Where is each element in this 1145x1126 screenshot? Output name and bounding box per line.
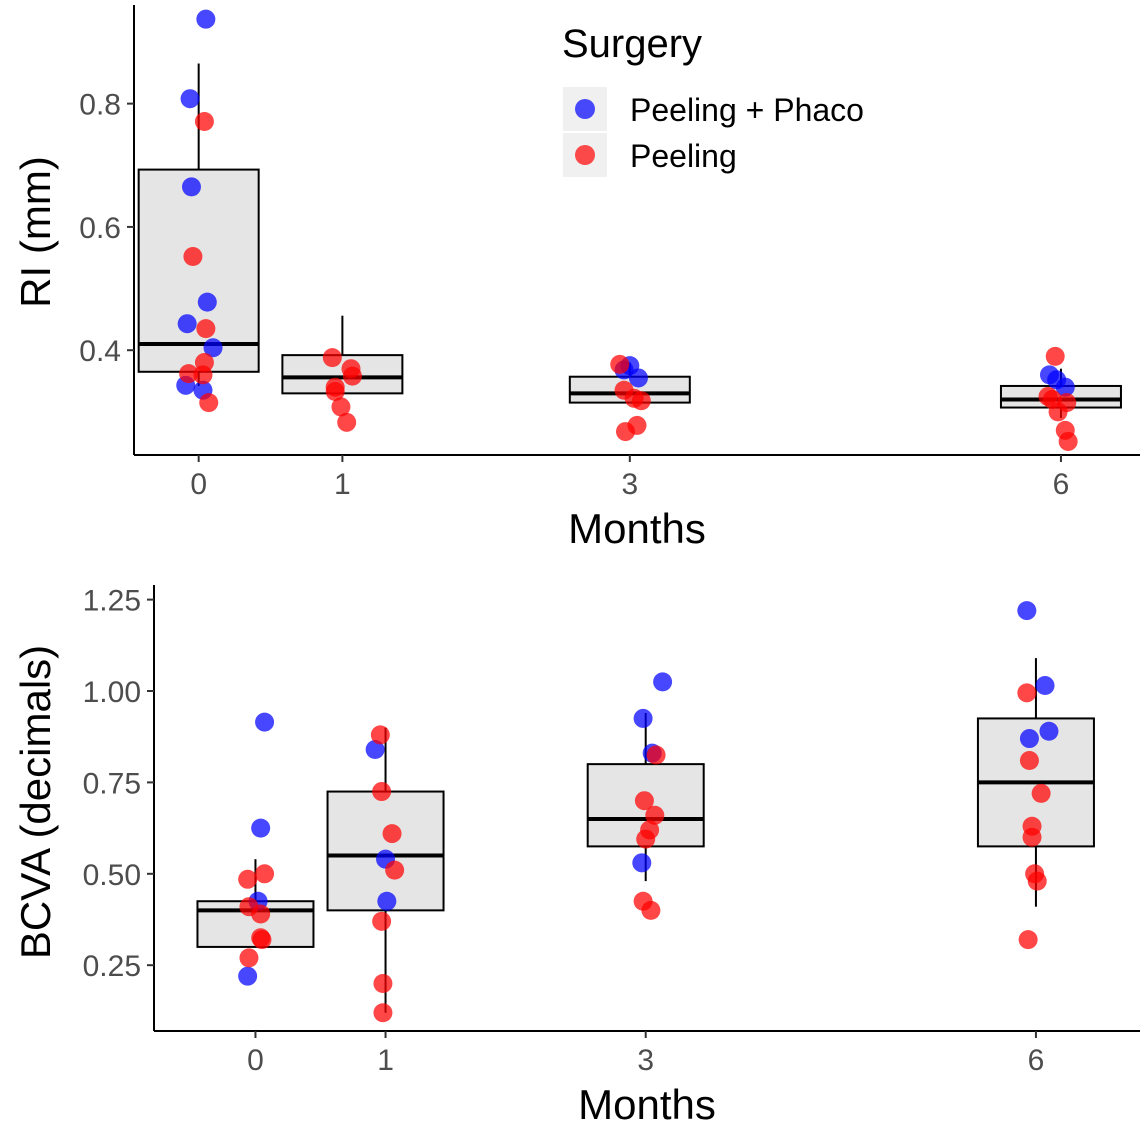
data-point-peeling-phaco	[632, 853, 652, 873]
data-point-peeling-phaco	[628, 368, 648, 388]
data-point-peeling	[322, 348, 342, 368]
box-iqr	[137, 168, 260, 373]
ri-boxplot-panel: 0 1 3 6 0.4 0.6 0.8 Months RI (mm)	[12, 5, 1140, 552]
data-point-peeling	[385, 860, 405, 880]
data-point-peeling-phaco	[197, 292, 217, 312]
data-point-peeling	[1019, 750, 1039, 770]
data-point-peeling-phaco	[365, 740, 385, 760]
data-point-peeling-phaco	[203, 338, 223, 358]
data-point-peeling	[325, 382, 345, 402]
data-point-peeling	[199, 393, 219, 413]
data-point-peeling-phaco	[177, 314, 197, 334]
y-tick-label: 0.50	[83, 859, 141, 892]
data-point-peeling-phaco	[377, 891, 397, 911]
legend: Surgery Peeling + Phaco Peeling	[562, 22, 864, 177]
x-tick-label: 3	[637, 1044, 654, 1077]
data-point-peeling	[342, 366, 362, 386]
data-point-peeling-phaco	[255, 712, 275, 732]
y-tick-label: 1.25	[83, 585, 141, 618]
data-point-peeling-phaco	[251, 818, 271, 838]
axes-group: 0 1 3 6 0.4 0.6 0.8	[79, 5, 1140, 501]
data-point-peeling	[370, 725, 390, 745]
data-point-peeling	[631, 391, 651, 411]
data-point-peeling	[1022, 827, 1042, 847]
x-axis-title: Months	[568, 505, 706, 552]
data-point-peeling	[641, 900, 661, 920]
data-point-peeling-phaco	[1019, 729, 1039, 749]
x-tick-label: 1	[334, 468, 351, 501]
legend-key-peeling-phaco	[575, 99, 595, 119]
x-tick-label: 0	[190, 468, 207, 501]
data-point-peeling-phaco	[238, 966, 258, 986]
legend-label-peeling-phaco: Peeling + Phaco	[630, 92, 864, 128]
data-point-peeling	[382, 824, 402, 844]
data-point-peeling	[372, 782, 392, 802]
data-point-peeling-phaco	[1017, 601, 1037, 621]
data-point-peeling-phaco	[653, 672, 673, 692]
data-point-peeling	[179, 364, 199, 384]
x-tick-label: 6	[1028, 1044, 1045, 1077]
data-point-peeling	[331, 397, 351, 417]
data-point-peeling	[372, 911, 392, 931]
data-point-peeling	[194, 112, 214, 132]
data-point-peeling	[183, 247, 203, 267]
y-tick-label: 0.6	[79, 212, 121, 245]
data-point-peeling	[373, 973, 393, 993]
legend-label-peeling: Peeling	[630, 138, 737, 174]
x-tick-label: 3	[621, 468, 638, 501]
data-point-peeling	[196, 319, 216, 339]
data-point-peeling	[1058, 431, 1078, 451]
data-point-peeling-phaco	[196, 9, 216, 29]
data-point-peeling	[616, 422, 636, 442]
y-axis-title: BCVA (decimals)	[12, 645, 59, 959]
data-point-peeling	[636, 829, 656, 849]
y-tick-label: 1.00	[83, 676, 141, 709]
data-point-peeling	[373, 1003, 393, 1023]
data-point-peeling	[193, 365, 213, 385]
x-tick-label: 0	[247, 1044, 264, 1077]
data-point-peeling	[239, 948, 259, 968]
data-point-peeling	[252, 930, 272, 950]
data-point-peeling	[238, 869, 258, 889]
data-point-peeling-phaco	[1055, 377, 1075, 397]
legend-key-peeling	[575, 145, 595, 165]
data-point-peeling-phaco	[181, 177, 201, 197]
point-group	[176, 9, 1078, 451]
axes-group: 0 1 3 6 0.25 0.50 0.75 1.00 1.25	[83, 585, 1140, 1077]
data-point-peeling	[646, 745, 666, 765]
data-point-peeling	[1017, 683, 1037, 703]
data-point-peeling	[255, 864, 275, 884]
y-tick-label: 0.75	[83, 767, 141, 800]
x-tick-label: 1	[377, 1044, 394, 1077]
y-tick-label: 0.4	[79, 335, 121, 368]
data-point-peeling	[1018, 930, 1038, 950]
y-axis-title: RI (mm)	[12, 156, 59, 308]
data-point-peeling	[1048, 402, 1068, 422]
data-point-peeling	[337, 412, 357, 432]
data-point-peeling	[1045, 346, 1065, 366]
data-point-peeling-phaco	[1039, 721, 1059, 741]
data-point-peeling-phaco	[633, 708, 653, 728]
y-tick-label: 0.8	[79, 89, 121, 122]
x-axis-title: Months	[578, 1081, 716, 1126]
x-tick-label: 6	[1053, 468, 1070, 501]
data-point-peeling-phaco	[180, 89, 200, 109]
data-point-peeling-phaco	[1035, 676, 1055, 696]
data-point-peeling	[1031, 783, 1051, 803]
bcva-boxplot-panel: 0 1 3 6 0.25 0.50 0.75 1.00 1.25 Months BCVA (de…	[12, 585, 1140, 1126]
data-point-peeling	[645, 805, 665, 825]
data-point-peeling	[251, 904, 271, 924]
legend-title: Surgery	[562, 22, 702, 66]
data-point-peeling	[634, 791, 654, 811]
point-group	[238, 601, 1059, 1023]
data-point-peeling	[610, 354, 630, 374]
y-tick-label: 0.25	[83, 950, 141, 983]
data-point-peeling	[1027, 871, 1047, 891]
